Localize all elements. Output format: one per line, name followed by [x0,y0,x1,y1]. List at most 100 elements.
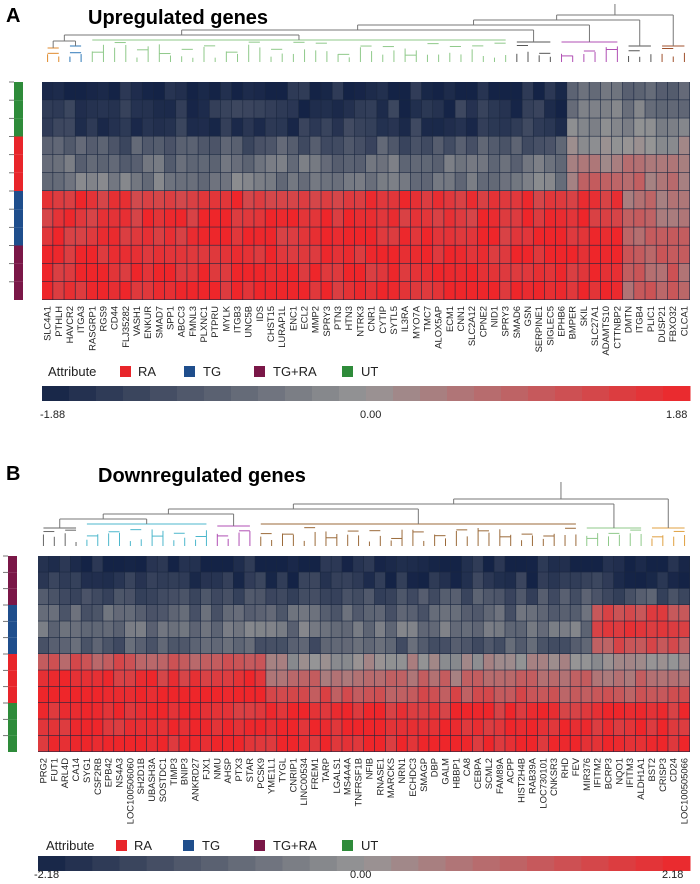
heatmap-cell [254,245,265,264]
heatmap-cell [64,118,75,136]
heatmap-cell [466,154,478,173]
heatmap-cell [81,556,92,572]
heatmap-cell [667,263,679,282]
heatmap-cell [533,245,545,264]
heatmap-cell [399,245,411,264]
heatmap-cell [488,172,500,191]
heatmap-cell [298,154,310,173]
heatmap-cell [477,82,489,100]
heatmap-cell [656,100,668,118]
heatmap-cell [634,136,645,155]
heatmap-cell [142,100,154,118]
heatmap-cell [548,605,559,621]
heatmap-cell [201,621,212,638]
color-scale-step [472,856,501,871]
heatmap-cell [433,82,444,100]
gene-label: CHST15 [265,306,276,342]
heatmap-cell [343,263,355,282]
heatmap-cell [353,686,364,703]
heatmap-cell [477,281,489,300]
heatmap-cell [201,588,212,605]
heatmap-cell [92,605,103,621]
heatmap-cell [209,154,221,173]
heatmap-cell [309,572,320,589]
heatmap-cell [364,572,375,589]
heatmap-cell [533,118,545,136]
heatmap-cell [622,136,634,155]
heatmap-cell [472,572,483,589]
heatmap-cell [407,588,418,605]
heatmap-cell [444,118,455,136]
heatmap-cell [611,281,623,300]
gene-label: YME1L1 [266,758,277,794]
heatmap-cell [544,154,556,173]
heatmap-cell [298,654,310,670]
heatmap-cell [418,686,429,703]
heatmap-cell [157,572,168,589]
heatmap-cell [433,191,444,209]
heatmap-cell [48,637,60,654]
heatmap-cell [385,686,396,703]
heatmap-cell [466,172,478,191]
heatmap-cell [455,263,466,282]
panel-a-title: Upregulated genes [88,7,268,29]
heatmap-cell [592,735,603,752]
heatmap-cell [321,191,332,209]
heatmap-cell [450,637,462,654]
legend-swatch-ut [342,366,353,377]
heatmap-cell [410,136,422,155]
heatmap-cell [48,686,60,703]
heatmap-cell [92,588,103,605]
heatmap-cell [244,735,255,752]
heatmap-cell [168,686,179,703]
heatmap-cell [578,227,589,245]
gene-label: ENC1 [287,306,298,331]
panel-b: B Downregulated genes PRG2 FUT1 ARL4D CA14 S… [3,463,691,881]
heatmap-cell [544,100,556,118]
heatmap-cell [455,191,466,209]
heatmap-cell [450,605,462,621]
heatmap-cell [516,654,527,670]
heatmap-cell [342,637,353,654]
heatmap-cell [455,118,466,136]
heatmap-cell [624,703,636,719]
heatmap-cell [578,191,589,209]
heatmap-cell [388,227,399,245]
heatmap-cell [70,686,81,703]
heatmap-cell [407,654,418,670]
heatmap-cell [81,621,92,638]
heatmap-cell [421,100,433,118]
gene-label: IDS [254,306,265,322]
heatmap-cell [201,670,212,687]
heatmap-cell [477,227,489,245]
heatmap-cell [298,719,310,736]
heatmap-cell [190,637,201,654]
heatmap-cell [231,118,243,136]
heatmap-cell [645,172,656,191]
heatmap-cell [657,670,668,687]
heatmap-cell [635,572,646,589]
heatmap-cell [396,686,407,703]
gene-label: PLIC1 [645,306,656,332]
heatmap-cell [75,136,87,155]
heatmap-cell [429,654,440,670]
heatmap-cell [135,588,147,605]
heatmap-cell [343,118,355,136]
heatmap-cell [211,572,223,589]
heatmap-cell [233,605,244,621]
heatmap-cell [483,719,494,736]
heatmap-cell [421,118,433,136]
heatmap-cell [450,703,462,719]
gene-label: UBASH3A [146,757,157,802]
heatmap-cell [135,637,147,654]
color-scale-step [474,386,502,401]
heatmap-cell [59,572,70,589]
heatmap-cell [500,82,511,100]
heatmap-cell [287,209,299,227]
heatmap-cell [64,245,75,264]
heatmap-cell [233,719,244,736]
heatmap-cell [59,686,70,703]
heatmap-cell [505,686,516,703]
heatmap-cell [59,670,70,687]
heatmap-cell [231,154,243,173]
